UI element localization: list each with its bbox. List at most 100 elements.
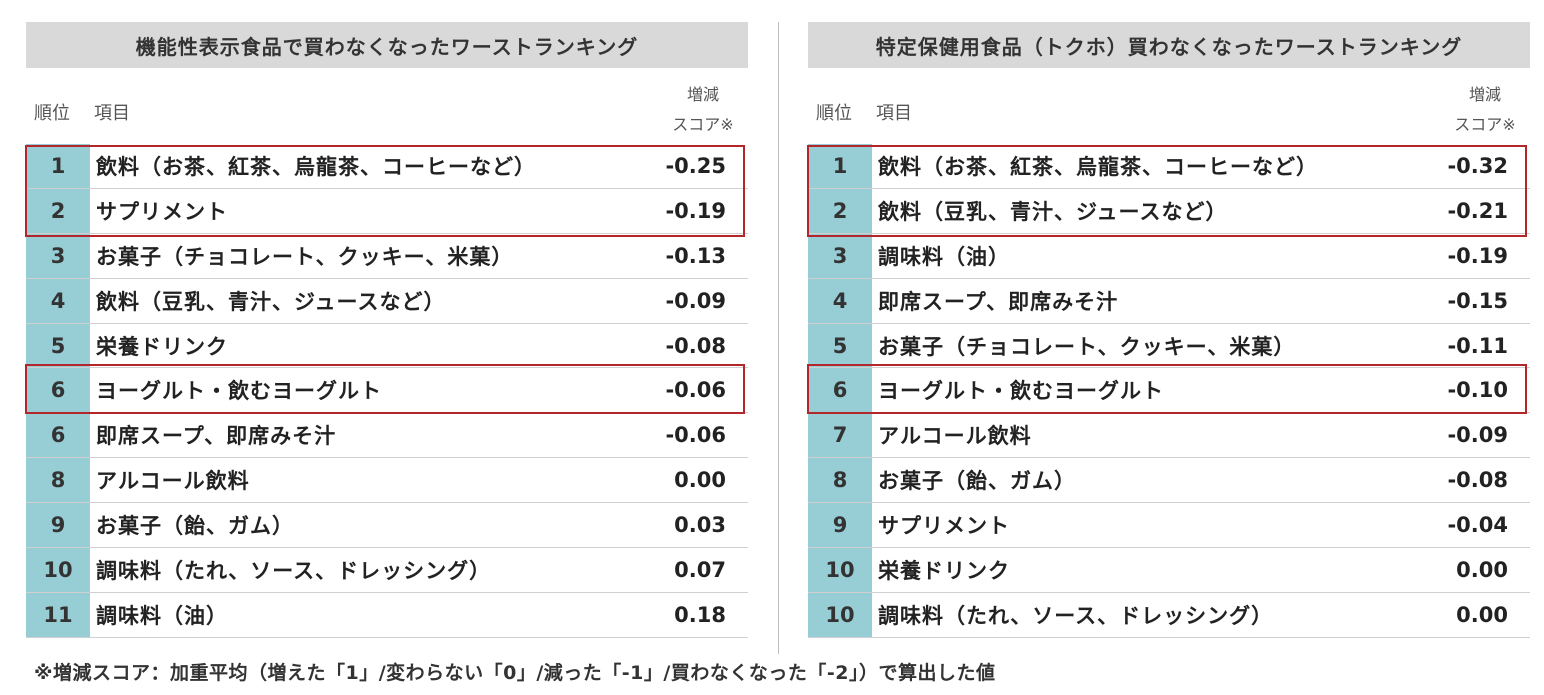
item-cell: 飲料（豆乳、青汁、ジュースなど） [878,199,1228,224]
rank-cell: 8 [808,458,872,503]
item-cell: アルコール飲料 [878,424,1032,449]
item-cell: 飲料（お茶、紅茶、烏龍茶、コーヒーなど） [878,154,1318,179]
score-cell: -0.06 [665,423,726,448]
item-cell: 栄養ドリンク [878,558,1010,583]
rank-cell: 1 [26,144,90,188]
score-cell: -0.06 [665,378,726,403]
table-row: 9 お菓子（飴、ガム） 0.03 [26,503,748,549]
score-cell: -0.09 [1447,423,1508,448]
table-row: 4 飲料（豆乳、青汁、ジュースなど） -0.09 [26,278,748,324]
score-cell: -0.04 [1447,513,1508,538]
table-row: 10 調味料（たれ、ソース、ドレッシング） 0.07 [26,548,748,593]
table-row: 6 ヨーグルト・飲むヨーグルト -0.06 [26,368,748,414]
table-row: 2 サプリメント -0.19 [26,188,748,234]
left-table-header: 順位 項目 増減 スコア※ [26,68,748,144]
rank-cell: 5 [26,323,90,368]
item-cell: お菓子（チョコレート、クッキー、米菓） [96,244,514,269]
rank-cell: 2 [26,188,90,233]
score-cell: -0.13 [665,243,726,268]
score-cell: -0.08 [1447,468,1508,493]
rank-cell: 9 [808,503,872,548]
item-cell: ヨーグルト・飲むヨーグルト [878,379,1164,404]
table-row: 9 サプリメント -0.04 [808,503,1530,549]
rank-cell: 4 [808,278,872,323]
score-cell: -0.09 [665,288,726,313]
item-cell: 調味料（油） [96,603,228,628]
score-cell: 0.00 [674,468,726,493]
item-cell: お菓子（飴、ガム） [878,469,1076,494]
score-cell: 0.18 [674,602,726,627]
score-cell: -0.11 [1447,333,1508,358]
table-row: 5 栄養ドリンク -0.08 [26,323,748,369]
right-ranking-panel: 特定保健用食品（トクホ）買わなくなったワーストランキング 順位 項目 増減 スコ… [807,22,1530,638]
item-cell: 栄養ドリンク [96,334,228,359]
header-rank: 順位 [816,103,852,124]
header-score-line1: 増減 [1468,85,1501,104]
rank-cell: 7 [808,413,872,458]
rank-cell: 3 [808,233,872,278]
item-cell: サプリメント [878,514,1010,539]
rank-cell: 3 [26,233,90,278]
score-cell: -0.15 [1447,288,1508,313]
table-row: 4 即席スープ、即席みそ汁 -0.15 [808,278,1530,324]
rank-cell: 9 [26,503,90,548]
left-table-body: 1 飲料（お茶、紅茶、烏龍茶、コーヒーなど） -0.25 2 サプリメント -0.19 … [26,144,748,638]
rank-cell: 8 [26,458,90,503]
score-cell: 0.00 [1456,602,1508,627]
header-score: 増減 スコア※ [668,80,738,140]
right-table-body: 1 飲料（お茶、紅茶、烏龍茶、コーヒーなど） -0.32 2 飲料（豆乳、青汁、ジュー… [808,144,1530,638]
header-item: 項目 [94,103,130,124]
item-cell: お菓子（飴、ガム） [96,514,294,539]
left-ranking-panel: 機能性表示食品で買わなくなったワーストランキング 順位 項目 増減 スコア※ 1… [25,22,748,638]
score-cell: -0.25 [665,153,726,178]
table-row: 7 アルコール飲料 -0.09 [808,413,1530,459]
score-cell: -0.10 [1447,378,1508,403]
item-cell: サプリメント [96,199,228,224]
header-score-line2: スコア※ [672,115,734,134]
table-row: 6 ヨーグルト・飲むヨーグルト -0.10 [808,368,1530,414]
table-row: 2 飲料（豆乳、青汁、ジュースなど） -0.21 [808,188,1530,234]
score-footnote: ※増減スコア：加重平均（増えた「1」/変わらない「0」/減った「-1」/買わなく… [34,662,996,684]
score-cell: 0.00 [1456,557,1508,582]
item-cell: 即席スープ、即席みそ汁 [96,424,337,449]
rank-cell: 5 [808,323,872,368]
rank-cell: 2 [808,188,872,233]
header-score-line1: 増減 [686,85,719,104]
rank-cell: 10 [808,592,872,637]
item-cell: ヨーグルト・飲むヨーグルト [96,379,382,404]
score-cell: -0.32 [1447,153,1508,178]
table-row: 10 栄養ドリンク 0.00 [808,548,1530,593]
rank-cell: 6 [26,368,90,413]
item-cell: アルコール飲料 [96,469,250,494]
panel-divider [778,22,779,654]
header-item: 項目 [876,103,912,124]
table-row: 3 調味料（油） -0.19 [808,233,1530,279]
table-row: 8 お菓子（飴、ガム） -0.08 [808,458,1530,504]
item-cell: 即席スープ、即席みそ汁 [878,289,1119,314]
rank-cell: 10 [26,548,90,592]
table-row: 1 飲料（お茶、紅茶、烏龍茶、コーヒーなど） -0.25 [26,144,748,189]
score-cell: -0.08 [665,333,726,358]
header-score-line2: スコア※ [1454,115,1516,134]
score-cell: -0.19 [665,198,726,223]
item-cell: 飲料（豆乳、青汁、ジュースなど） [96,289,446,314]
rank-cell: 4 [26,278,90,323]
rank-cell: 1 [808,144,872,188]
rank-cell: 11 [26,592,90,637]
item-cell: 飲料（お茶、紅茶、烏龍茶、コーヒーなど） [96,154,536,179]
table-row: 10 調味料（たれ、ソース、ドレッシング） 0.00 [808,592,1530,638]
score-cell: -0.19 [1447,243,1508,268]
item-cell: 調味料（たれ、ソース、ドレッシング） [878,603,1274,628]
rank-cell: 10 [808,548,872,592]
score-cell: -0.21 [1447,198,1508,223]
table-row: 1 飲料（お茶、紅茶、烏龍茶、コーヒーなど） -0.32 [808,144,1530,189]
right-panel-title: 特定保健用食品（トクホ）買わなくなったワーストランキング [808,22,1530,68]
score-cell: 0.07 [674,557,726,582]
rank-cell: 6 [808,368,872,413]
table-row: 3 お菓子（チョコレート、クッキー、米菓） -0.13 [26,233,748,279]
right-table-header: 順位 項目 増減 スコア※ [808,68,1530,144]
item-cell: 調味料（油） [878,244,1010,269]
item-cell: お菓子（チョコレート、クッキー、米菓） [878,334,1296,359]
item-cell: 調味料（たれ、ソース、ドレッシング） [96,558,492,583]
table-row: 8 アルコール飲料 0.00 [26,458,748,504]
